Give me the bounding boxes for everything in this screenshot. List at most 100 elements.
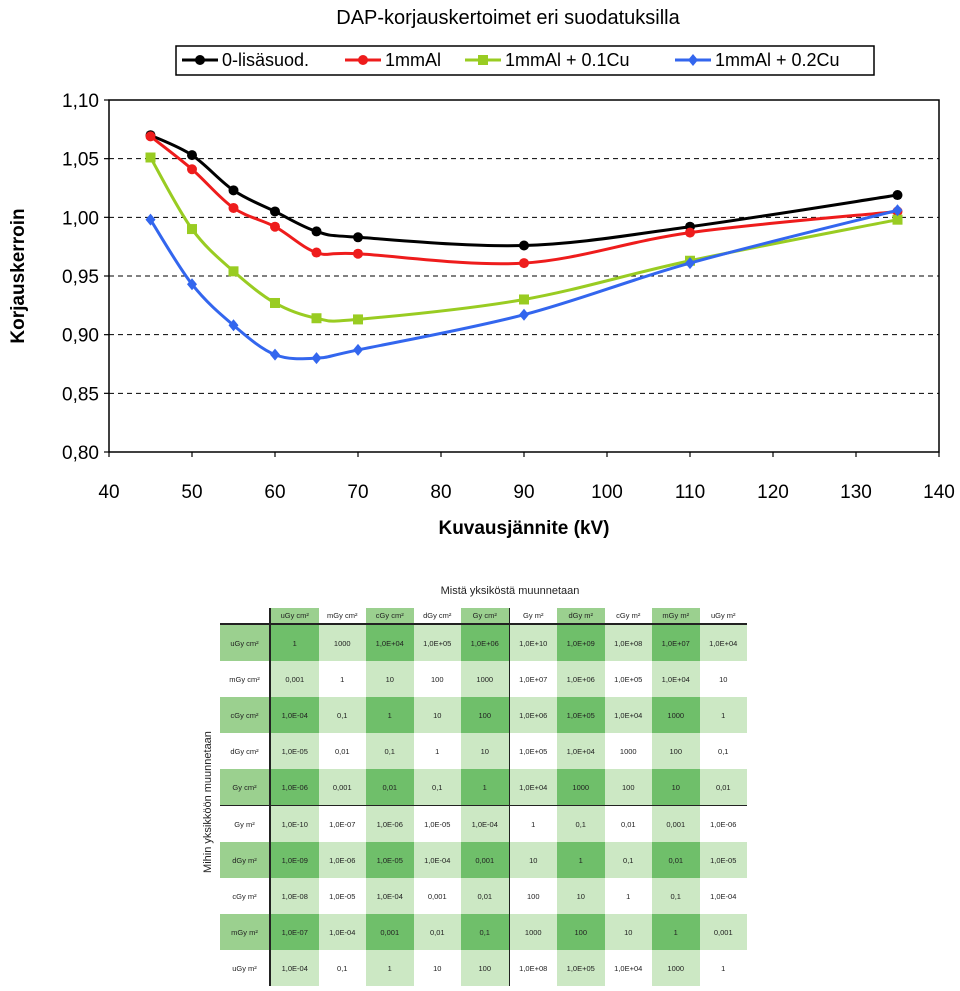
table-cell: 1000 [508,914,557,950]
data-point [311,247,322,258]
unit-conversion-table: uGy cm² mGy cm² cGy cm² dGy cm² Gy cm² Gy m² d… [220,608,747,986]
x-tick-label: 110 [675,482,705,503]
table-cell: 1000 [557,769,605,806]
table-cell: 0,01 [652,842,700,878]
data-point [228,202,239,213]
table-cell: 0,1 [366,733,414,769]
dap-line-chart: DAP-korjauskertoimet eri suodatuksilla 0… [8,7,955,539]
table-cell: 10 [413,697,461,733]
data-point [145,213,156,226]
table-cell: 1,0E+05 [508,733,557,769]
table-cell: 1,0E+09 [557,623,605,661]
table-cell: 1000 [652,950,700,986]
table-cell: 1 [366,697,414,733]
table-row: mGy m² 1,0E-07 1,0E-04 0,001 0,01 0,1 1000 100 1… [220,914,747,950]
table-column-header: uGy m² [699,608,747,624]
table-column-header: dGy m² [557,608,605,624]
table-row: dGy cm² 1,0E-05 0,01 0,1 1 10 1,0E+05 1,0E+04 10… [220,733,747,769]
table-column-header: mGy m² [652,608,700,624]
data-point [270,348,280,361]
table-column-header: cGy cm² [366,608,414,624]
table-cell: 0,1 [318,950,366,986]
table-cell: 1,0E-08 [269,878,319,914]
table-cell: 100 [461,697,509,733]
data-point [519,240,529,251]
table-cell: 1,0E-05 [269,733,319,769]
legend-marker [358,55,368,65]
series-4 [145,204,903,365]
series-2 [145,131,903,269]
table-cell: 1000 [652,697,700,733]
data-point [187,150,197,161]
x-tick-label: 90 [513,482,534,503]
table-cell: 1,0E-09 [269,842,319,878]
legend-label: 0-lisäsuod. [222,50,309,70]
data-point [187,224,197,235]
data-point [353,248,363,259]
data-point [311,226,322,237]
table-cell: 0,01 [604,805,652,842]
x-tick-label: 70 [347,482,368,503]
table-cell: 1,0E-05 [366,842,414,878]
x-tick-label: 130 [840,482,872,503]
table-cell: 0,1 [318,697,366,733]
y-tick-label: 1,10 [62,91,99,112]
table-cell: 1 [318,661,366,697]
table-row-header: Gy cm² [220,769,270,806]
table-cell: 0,001 [366,914,414,950]
data-point [145,152,156,163]
table-cell: 1,0E-07 [269,914,319,950]
table-cell: 0,001 [318,769,366,806]
x-tick-label: 60 [264,482,285,503]
table-cell: 1,0E-07 [318,805,366,842]
legend-label: 1mmAl + 0.1Cu [505,50,630,70]
x-tick-label: 80 [430,482,451,503]
data-point [353,232,363,243]
table-row-header: uGy cm² [220,623,270,661]
table-row: cGy cm² 1,0E-04 0,1 1 10 100 1,0E+06 1,0E+05 1,0… [220,697,747,733]
table-cell: 1 [269,623,319,661]
table-row-header: mGy m² [220,914,270,950]
table-cell: 1000 [461,661,509,697]
table-cell: 0,001 [652,805,700,842]
x-tick-label: 120 [757,482,789,503]
table-cell: 0,1 [461,914,509,950]
data-point [311,313,322,324]
table-cell: 0,1 [604,842,652,878]
table-row: Gy cm² 1,0E-06 0,001 0,01 0,1 1 1,0E+04 1000 100… [220,769,747,806]
table-cell: 0,1 [557,805,605,842]
table-cell: 100 [508,878,557,914]
table-cell: 0,001 [413,878,461,914]
table-cell: 100 [604,769,652,806]
table-cell: 1,0E+04 [699,623,747,661]
table-cell: 1,0E+05 [604,661,652,697]
table-cell: 1,0E-04 [366,878,414,914]
unit-conversion-table-section: Mistä yksiköstä muunnetaan Mihin yksikkö… [190,583,760,986]
table-corner [220,608,270,624]
chart-legend: 0-lisäsuod. 1mmAl 1mmAl + 0.1Cu 1mmAl + 0.2… [175,45,875,76]
table-cell: 1,0E+04 [604,950,652,986]
table-cell: 10 [508,842,557,878]
data-point [228,185,239,196]
table-row-axis-title: Mihin yksikköön muunnetaan [202,731,214,873]
table-cell: 1,0E-04 [269,950,319,986]
table-cell: 1000 [318,623,366,661]
table-cell: 100 [652,733,700,769]
table-row-header: mGy cm² [220,661,270,697]
table-row: uGy m² 1,0E-04 0,1 1 10 100 1,0E+08 1,0E+05 1,0E… [220,950,747,986]
table-cell: 0,01 [366,769,414,806]
table-cell: 1,0E-06 [318,842,366,878]
data-point [519,294,529,305]
table-row: Gy m² 1,0E-10 1,0E-07 1,0E-06 1,0E-05 1,0E-04… [220,805,747,842]
table-cell: 1,0E+05 [413,623,461,661]
table-cell: 1,0E-04 [461,805,509,842]
table-cell: 1 [413,733,461,769]
table-cell: 100 [413,661,461,697]
table-cell: 1,0E-05 [318,878,366,914]
table-cell: 1,0E+04 [557,733,605,769]
table-cell: 10 [604,914,652,950]
x-tick-label: 140 [923,482,955,503]
data-point [353,343,363,356]
table-column-header: dGy cm² [413,608,461,624]
table-cell: 1,0E-10 [269,805,319,842]
